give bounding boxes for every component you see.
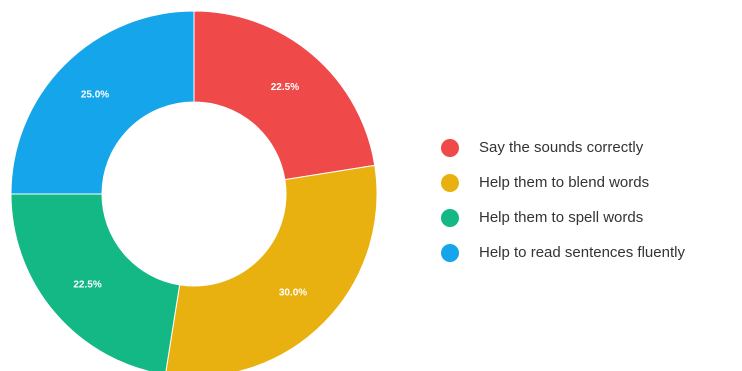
legend-item-read-sentences[interactable]: Help to read sentences fluently [441,235,685,270]
slice-blend-words[interactable] [165,164,378,371]
donut-slices [10,10,378,371]
slice-percent-label: 22.5% [271,82,299,93]
legend-label: Help them to spell words [479,209,644,226]
legend: Say the sounds correctly Help them to bl… [441,130,685,270]
slice-spell-words[interactable] [10,193,181,371]
legend-label: Help to read sentences fluently [479,244,685,261]
slice-percent-label: 25.0% [81,90,109,101]
legend-item-say-sounds[interactable]: Say the sounds correctly [441,130,685,165]
legend-swatch-icon [441,208,459,227]
slice-read-sentences[interactable] [10,10,195,195]
slice-percent-label: 22.5% [73,280,101,291]
slice-say-sounds[interactable] [193,10,376,181]
legend-label: Say the sounds correctly [479,139,644,156]
legend-label: Help them to blend words [479,174,650,191]
legend-swatch-icon [441,173,459,192]
legend-swatch-icon [441,138,459,157]
legend-item-spell-words[interactable]: Help them to spell words [441,200,685,235]
donut-chart: 22.5% 30.0% 22.5% 25.0% [10,10,378,371]
legend-item-blend-words[interactable]: Help them to blend words [441,165,685,200]
slice-percent-label: 30.0% [279,288,307,299]
slice-labels: 22.5% 30.0% 22.5% 25.0% [73,82,307,298]
legend-swatch-icon [441,243,459,262]
